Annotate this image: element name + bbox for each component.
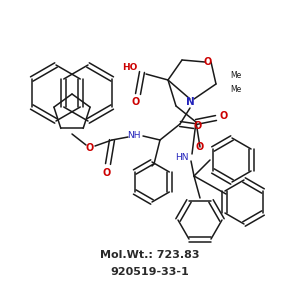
Text: O: O xyxy=(194,121,202,131)
Text: N: N xyxy=(186,97,194,107)
Text: O: O xyxy=(196,142,204,152)
Text: Me: Me xyxy=(230,71,241,80)
Text: Me: Me xyxy=(230,85,241,94)
Text: O: O xyxy=(220,111,228,121)
Text: O: O xyxy=(132,97,140,107)
Text: HO: HO xyxy=(122,62,138,71)
Text: 920519-33-1: 920519-33-1 xyxy=(111,267,189,277)
Text: O: O xyxy=(103,168,111,178)
Text: O: O xyxy=(204,57,212,67)
Text: O: O xyxy=(86,143,94,153)
Text: HN: HN xyxy=(175,154,189,163)
Text: Mol.Wt.: 723.83: Mol.Wt.: 723.83 xyxy=(100,250,200,260)
Text: NH: NH xyxy=(127,130,141,140)
